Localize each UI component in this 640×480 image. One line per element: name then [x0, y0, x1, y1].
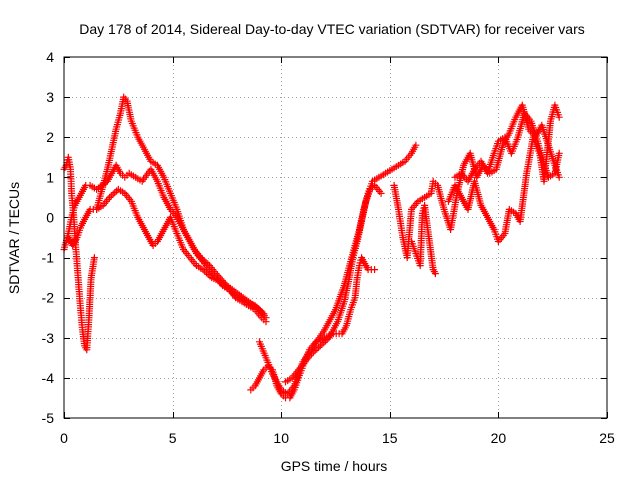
data-point: [316, 342, 324, 350]
data-point: [320, 339, 328, 347]
data-point: [206, 272, 214, 280]
data-point: [308, 350, 316, 358]
data-point: [555, 149, 563, 157]
x-axis-label: GPS time / hours: [281, 458, 388, 474]
y-tick-label: 2: [46, 129, 54, 145]
data-point: [260, 310, 268, 318]
y-axis-label: SDTVAR / TECUs: [6, 182, 22, 294]
data-point: [555, 173, 563, 181]
data-point: [220, 281, 228, 289]
series-track-h: [390, 101, 563, 262]
y-tick-label: -3: [42, 330, 55, 346]
data-point: [262, 318, 270, 326]
data-point: [230, 291, 238, 298]
y-tick-labels: -5 -4 -3 -2 -1 0 1 2 3 4: [42, 49, 55, 426]
data-point: [258, 308, 266, 316]
data-point: [222, 282, 230, 290]
series-track-k: [408, 201, 439, 278]
data-point: [109, 190, 117, 198]
y-tick-label: -1: [42, 250, 55, 266]
x-tick-label: 5: [169, 430, 177, 446]
series-track-j: [451, 109, 563, 185]
series-track-f: [256, 141, 420, 398]
data-point: [377, 189, 385, 197]
data-point: [431, 270, 439, 278]
data-points: [60, 93, 563, 402]
data-point: [555, 113, 563, 121]
series-track-b: [93, 93, 270, 326]
x-tick-label: 10: [273, 430, 289, 446]
data-point: [412, 141, 420, 149]
data-point: [106, 193, 114, 201]
data-point: [371, 266, 379, 274]
y-tick-label: 3: [46, 89, 54, 105]
x-tick-labels: 0 5 10 15 20 25: [60, 430, 615, 446]
y-tick-label: 0: [46, 209, 54, 225]
x-tick-label: 25: [599, 430, 615, 446]
y-tick-label: -5: [42, 410, 55, 426]
data-point: [227, 287, 235, 295]
data-point: [311, 347, 319, 355]
data-point: [225, 286, 233, 294]
y-tick-label: -2: [42, 290, 55, 306]
series-track-d: [60, 153, 98, 354]
data-point: [322, 337, 329, 345]
series-track-c: [64, 185, 268, 318]
data-point: [203, 269, 210, 277]
data-point: [255, 305, 263, 313]
data-point: [253, 303, 261, 311]
data-point: [315, 343, 323, 351]
plot-frame: [63, 56, 608, 419]
x-tick-label: 0: [60, 430, 68, 446]
series-track-e: [247, 254, 379, 402]
data-point: [107, 192, 115, 200]
series-track-g: [282, 181, 385, 386]
data-point: [90, 254, 98, 262]
y-tick-label: 4: [46, 49, 54, 65]
chart-title: Day 178 of 2014, Sidereal Day-to-day VTE…: [79, 21, 585, 37]
y-tick-label: 1: [46, 169, 54, 185]
x-tick-label: 15: [382, 430, 398, 446]
y-tick-label: -4: [42, 370, 55, 386]
data-point: [216, 278, 224, 286]
data-point: [199, 266, 207, 274]
x-tick-label: 20: [491, 430, 507, 446]
